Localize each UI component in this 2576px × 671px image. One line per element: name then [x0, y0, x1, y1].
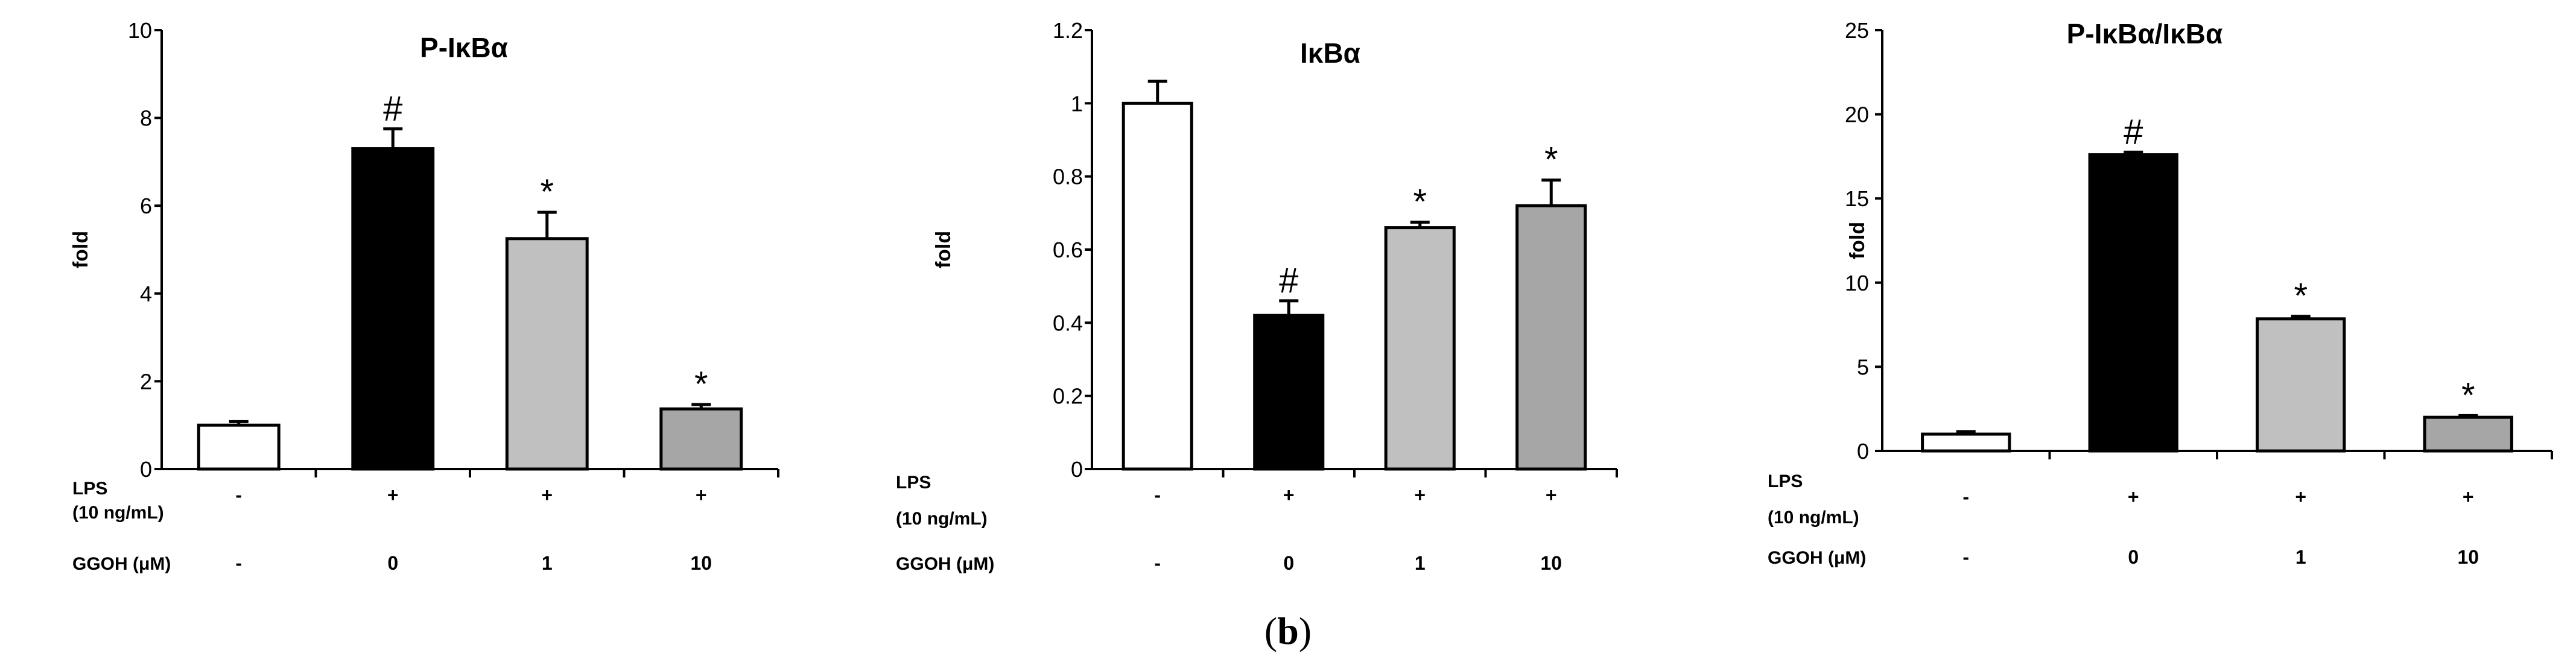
ggoh-condition: 0 [1283, 552, 1294, 574]
ggoh-condition: 10 [1540, 552, 1562, 574]
lps-condition: - [1962, 486, 1969, 508]
ggoh-condition: 1 [2295, 546, 2306, 568]
row-label-lps-dose: (10 ng/mL) [1768, 508, 1859, 528]
y-tick-label: 10 [128, 18, 152, 43]
row-label-lps: LPS [1768, 471, 1803, 491]
figure-caption: (b) [1264, 610, 1312, 652]
y-axis-label: fold [932, 231, 955, 268]
significance-hash: # [383, 89, 402, 128]
ggoh-condition: 1 [1415, 552, 1426, 574]
significance-star: * [2461, 376, 2475, 415]
y-tick-label: 0.4 [1053, 310, 1083, 335]
y-tick-label: 4 [140, 282, 152, 306]
lps-condition: + [2463, 486, 2474, 508]
error-bar [691, 403, 711, 409]
error-bar [1956, 430, 1976, 435]
lps-condition: + [387, 484, 399, 506]
row-label-lps-dose: (10 ng/mL) [72, 503, 164, 523]
lps-condition: + [541, 484, 553, 506]
bar [659, 407, 743, 471]
significance-star: * [1413, 183, 1427, 222]
lps-condition: + [696, 484, 707, 506]
bar [2423, 415, 2513, 453]
bar [2256, 317, 2346, 453]
error-bar [2124, 150, 2143, 155]
chart-title: P-IκBα [420, 32, 508, 63]
y-axis-label: fold [69, 231, 92, 268]
y-tick-label: 0 [140, 457, 152, 482]
error-bar [383, 127, 403, 149]
y-tick-label: 8 [140, 106, 152, 131]
y-tick-label: 1.2 [1053, 18, 1083, 43]
lps-condition: - [1154, 484, 1161, 506]
lps-condition: + [2295, 486, 2306, 508]
y-tick-label: 20 [1845, 102, 1869, 127]
error-bar [1541, 178, 1561, 206]
bar [505, 237, 589, 471]
lps-condition: + [2128, 486, 2139, 508]
ggoh-condition: 0 [387, 552, 398, 574]
bar [2088, 153, 2178, 453]
ggoh-condition: - [1154, 552, 1161, 574]
error-bar [2291, 315, 2311, 319]
bar [1515, 204, 1587, 471]
y-axis-label: fold [1846, 222, 1869, 259]
bar [1384, 226, 1456, 471]
y-tick-label: 6 [140, 194, 152, 218]
lps-condition: - [235, 484, 242, 506]
significance-star: * [540, 172, 554, 212]
row-label-lps-dose: (10 ng/mL) [896, 509, 988, 529]
error-bar [1410, 221, 1430, 228]
error-bar [2458, 414, 2478, 418]
significance-star: * [1544, 140, 1558, 180]
bar [197, 423, 281, 471]
lps-condition: + [1414, 484, 1426, 506]
bar [1921, 432, 2011, 453]
ggoh-condition: - [235, 552, 242, 574]
y-tick-label: 1 [1071, 91, 1083, 116]
significance-star: * [2294, 277, 2308, 316]
row-label-ggoh: GGOH (μM) [896, 554, 994, 574]
significance-hash: # [2124, 112, 2143, 151]
chart-panel-2: 0 0.2 0.4 0.6 0.8 1 1.2 IκBα fold # * * LPS (10 ng/mL… [896, 18, 1618, 574]
y-tick-label: 15 [1845, 186, 1869, 211]
y-tick-label: 0.8 [1053, 165, 1083, 189]
row-label-ggoh: GGOH (μM) [72, 554, 171, 574]
row-label-lps: LPS [896, 473, 931, 493]
error-bar [537, 210, 557, 239]
chart-title: P-IκBα/IκBα [2067, 18, 2223, 49]
y-tick-label: 2 [140, 369, 152, 394]
row-label-lps: LPS [72, 479, 107, 499]
ggoh-condition: 0 [2128, 546, 2139, 568]
y-tick-label: 10 [1845, 271, 1869, 295]
bar [351, 147, 435, 471]
row-label-ggoh: GGOH (μM) [1768, 548, 1866, 568]
error-bar [229, 420, 249, 426]
y-tick-label: 0.6 [1053, 238, 1083, 262]
lps-condition: + [1546, 484, 1557, 506]
error-bar [1279, 299, 1299, 316]
significance-star: * [694, 365, 708, 404]
ggoh-condition: - [1962, 546, 1969, 568]
chart-title: IκBα [1300, 37, 1360, 69]
ggoh-condition: 1 [542, 552, 553, 574]
y-tick-label: 0 [1857, 439, 1869, 464]
y-tick-label: 0 [1071, 457, 1083, 482]
ggoh-condition: 10 [690, 552, 712, 574]
y-tick-label: 5 [1857, 354, 1869, 379]
y-tick-label: 25 [1845, 18, 1869, 43]
bar [1253, 313, 1325, 471]
bar [1121, 101, 1193, 471]
y-tick-label: 0.2 [1053, 384, 1083, 409]
significance-hash: # [1279, 261, 1298, 300]
ggoh-condition: 10 [2457, 546, 2479, 568]
lps-condition: + [1283, 484, 1295, 506]
error-bar [1147, 80, 1167, 104]
